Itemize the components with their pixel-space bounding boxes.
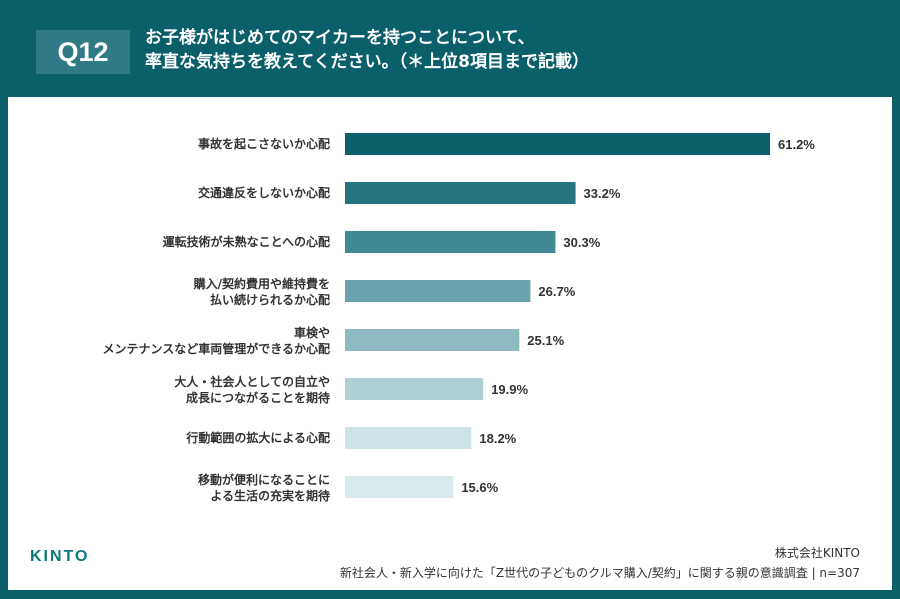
data-label: 30.3% [563, 235, 600, 250]
bar [345, 476, 454, 498]
bar [345, 378, 484, 400]
category-label: 移動が便利になることに [198, 472, 330, 487]
bar [345, 280, 531, 302]
data-label: 19.9% [491, 382, 528, 397]
question-number-badge: Q12 [36, 30, 130, 74]
bar [345, 427, 472, 449]
data-label: 15.6% [461, 480, 498, 495]
title-line-1: お子様がはじめてのマイカーを持つことについて、 [145, 28, 535, 48]
category-label: 車検や [294, 325, 330, 340]
company-name: 株式会社KINTO [774, 546, 860, 560]
survey-source: 新社会人・新入学に向けた「Z世代の子どものクルマ購入/契約」に関する親の意識調査… [339, 566, 860, 580]
source-note: 株式会社KINTO 新社会人・新入学に向けた「Z世代の子どものクルマ購入/契約」… [340, 543, 860, 583]
category-label: 成長につながることを期待 [186, 390, 330, 405]
category-label: 大人・社会人としての自立や [174, 374, 330, 389]
bar [345, 133, 770, 155]
data-label: 61.2% [778, 137, 815, 152]
category-label: 運転技術が未熟なことへの心配 [163, 234, 330, 249]
title-line-2: 率直な気持ちを教えてください。（＊上位8項目まで記載） [145, 52, 589, 72]
data-label: 26.7% [538, 284, 575, 299]
bar [345, 182, 576, 204]
data-label: 18.2% [479, 431, 516, 446]
category-label: よる生活の充実を期待 [210, 488, 330, 503]
bar [345, 329, 520, 351]
kinto-logo: KINTO [30, 548, 90, 565]
data-label: 25.1% [527, 333, 564, 348]
data-label: 33.2% [584, 186, 621, 201]
chart-title: お子様がはじめてのマイカーを持つことについて、 率直な気持ちを教えてください。（… [145, 26, 589, 74]
category-label: 事故を起こさないか心配 [198, 136, 330, 151]
bar [345, 231, 556, 253]
category-label: 行動範囲の拡大による心配 [185, 430, 330, 445]
category-label: 購入/契約費用や維持費を [193, 276, 330, 291]
category-label: 払い続けられるか心配 [210, 292, 330, 307]
category-label: メンテナンスなど車両管理ができるか心配 [102, 341, 330, 356]
category-label: 交通違反をしないか心配 [198, 185, 330, 200]
